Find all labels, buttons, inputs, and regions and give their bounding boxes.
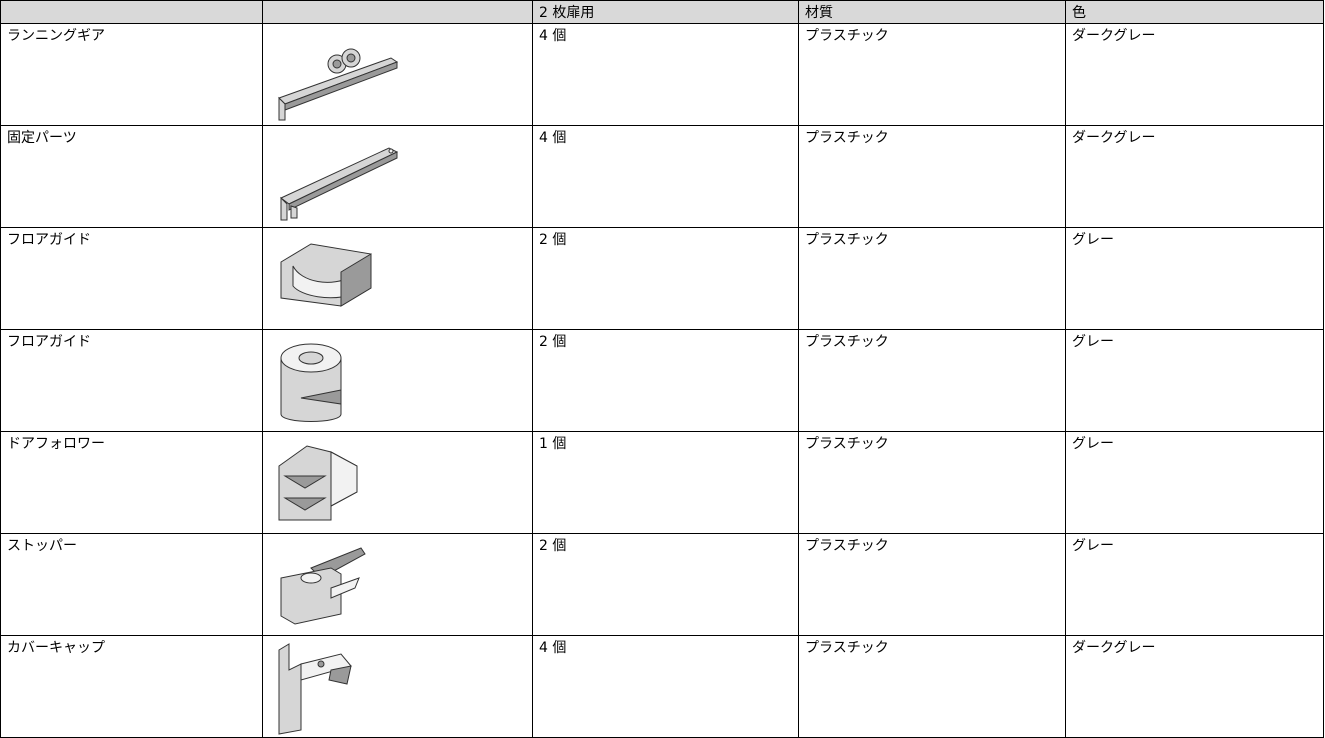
quantity: 1 個 xyxy=(532,431,799,534)
image-cell xyxy=(262,533,533,636)
header-cell xyxy=(262,0,533,24)
color: グレー xyxy=(1065,227,1324,330)
table-row: フロアガイド 2 個 プラスチック グレー xyxy=(0,329,1324,432)
part-name: カバーキャップ xyxy=(0,635,263,738)
quantity: 4 個 xyxy=(532,125,799,228)
part-image xyxy=(280,547,366,625)
image-cell xyxy=(262,23,533,126)
color: グレー xyxy=(1065,533,1324,636)
image-cell xyxy=(262,635,533,738)
quantity: 2 個 xyxy=(532,329,799,432)
part-image xyxy=(280,243,372,307)
material: プラスチック xyxy=(798,23,1066,126)
quantity: 2 個 xyxy=(532,533,799,636)
material: プラスチック xyxy=(798,431,1066,534)
material: プラスチック xyxy=(798,329,1066,432)
part-image xyxy=(278,445,358,521)
part-image xyxy=(278,48,399,121)
color: ダークグレー xyxy=(1065,635,1324,738)
table-row: ストッパー 2 個 プラスチック グレー xyxy=(0,533,1324,636)
image-cell xyxy=(262,431,533,534)
color: グレー xyxy=(1065,431,1324,534)
table-row: ドアフォロワー 1 個 プラスチック グレー xyxy=(0,431,1324,534)
image-cell xyxy=(262,227,533,330)
material: プラスチック xyxy=(798,125,1066,228)
table-row: カバーキャップ 4 個 プラスチック ダークグレー xyxy=(0,635,1324,738)
image-cell xyxy=(262,329,533,432)
image-cell xyxy=(262,125,533,228)
table-row: 固定パーツ 4 個 プラスチック ダークグレー xyxy=(0,125,1324,228)
material: プラスチック xyxy=(798,227,1066,330)
part-name: フロアガイド xyxy=(0,227,263,330)
part-name: フロアガイド xyxy=(0,329,263,432)
part-image xyxy=(280,343,342,422)
part-name: ドアフォロワー xyxy=(0,431,263,534)
color: ダークグレー xyxy=(1065,23,1324,126)
part-name: ランニングギア xyxy=(0,23,263,126)
material: プラスチック xyxy=(798,533,1066,636)
header-cell xyxy=(0,0,263,24)
table-row: ランニングギア 4 個 プラスチック ダークグレー xyxy=(0,23,1324,126)
quantity: 4 個 xyxy=(532,23,799,126)
table-row: フロアガイド 2 個 プラスチック グレー xyxy=(0,227,1324,330)
quantity: 2 個 xyxy=(532,227,799,330)
color: グレー xyxy=(1065,329,1324,432)
material: プラスチック xyxy=(798,635,1066,738)
header-row: 2 枚扉用 材質 色 xyxy=(0,0,1324,24)
header-cell: 2 枚扉用 xyxy=(532,0,799,24)
color: ダークグレー xyxy=(1065,125,1324,228)
part-image xyxy=(278,643,352,735)
part-name: ストッパー xyxy=(0,533,263,636)
header-cell: 色 xyxy=(1065,0,1324,24)
part-image xyxy=(280,147,399,221)
header-cell: 材質 xyxy=(798,0,1066,24)
quantity: 4 個 xyxy=(532,635,799,738)
part-name: 固定パーツ xyxy=(0,125,263,228)
